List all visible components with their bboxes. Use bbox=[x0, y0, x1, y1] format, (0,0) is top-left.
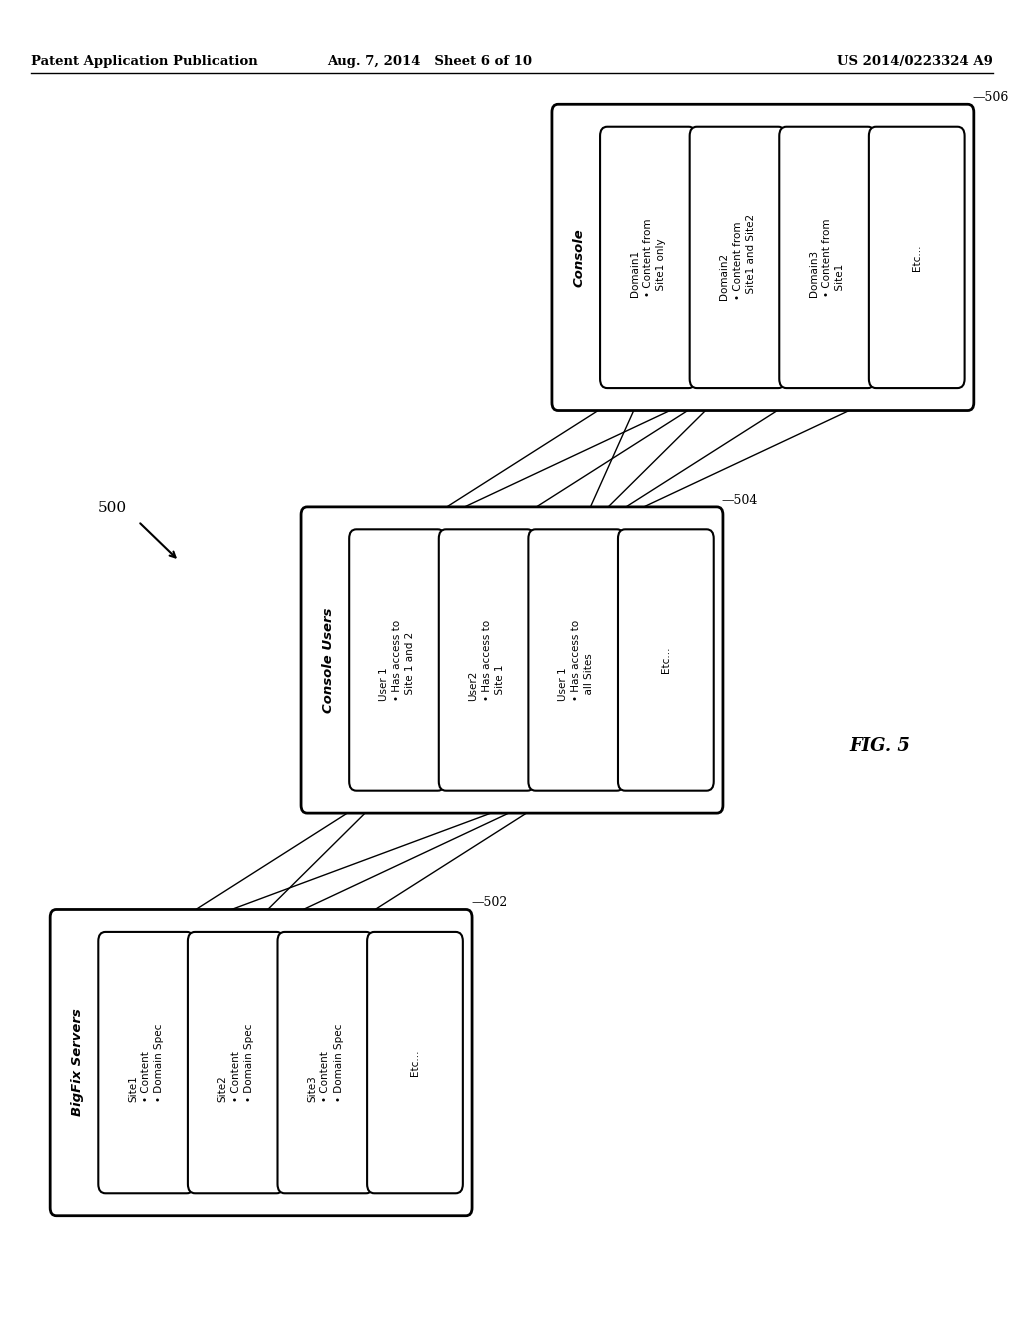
Text: Etc...: Etc... bbox=[410, 1049, 420, 1076]
Text: 500: 500 bbox=[98, 502, 127, 515]
Text: —502: —502 bbox=[471, 896, 507, 909]
Text: Site3
• Content
• Domain Spec: Site3 • Content • Domain Spec bbox=[307, 1023, 344, 1102]
FancyBboxPatch shape bbox=[600, 127, 696, 388]
FancyBboxPatch shape bbox=[438, 529, 535, 791]
Text: Patent Application Publication: Patent Application Publication bbox=[31, 55, 257, 69]
FancyBboxPatch shape bbox=[868, 127, 965, 388]
Text: Site2
• Content
• Domain Spec: Site2 • Content • Domain Spec bbox=[217, 1023, 254, 1102]
Text: US 2014/0223324 A9: US 2014/0223324 A9 bbox=[838, 55, 993, 69]
Text: Domain1
• Content from
  Site1 only: Domain1 • Content from Site1 only bbox=[630, 218, 667, 297]
FancyBboxPatch shape bbox=[278, 932, 373, 1193]
FancyBboxPatch shape bbox=[188, 932, 284, 1193]
FancyBboxPatch shape bbox=[50, 909, 472, 1216]
FancyBboxPatch shape bbox=[552, 104, 974, 411]
FancyBboxPatch shape bbox=[367, 932, 463, 1193]
FancyBboxPatch shape bbox=[528, 529, 624, 791]
FancyBboxPatch shape bbox=[98, 932, 195, 1193]
Text: Console Users: Console Users bbox=[323, 607, 335, 713]
Text: Etc...: Etc... bbox=[911, 244, 922, 271]
Text: FIG. 5: FIG. 5 bbox=[850, 737, 910, 755]
Text: User2
• Has access to
  Site 1: User2 • Has access to Site 1 bbox=[468, 619, 505, 701]
Text: Domain2
• Content from
  Site1 and Site2: Domain2 • Content from Site1 and Site2 bbox=[719, 214, 756, 301]
Text: Site1
• Content
• Domain Spec: Site1 • Content • Domain Spec bbox=[128, 1023, 165, 1102]
Text: User 1
• Has access to
  Site 1 and 2: User 1 • Has access to Site 1 and 2 bbox=[379, 619, 416, 701]
FancyBboxPatch shape bbox=[617, 529, 714, 791]
Text: —506: —506 bbox=[973, 91, 1010, 104]
FancyBboxPatch shape bbox=[779, 127, 874, 388]
Text: BigFix Servers: BigFix Servers bbox=[72, 1008, 84, 1117]
FancyBboxPatch shape bbox=[349, 529, 444, 791]
Text: Aug. 7, 2014   Sheet 6 of 10: Aug. 7, 2014 Sheet 6 of 10 bbox=[328, 55, 532, 69]
Text: Console: Console bbox=[573, 228, 586, 286]
FancyBboxPatch shape bbox=[690, 127, 785, 388]
Text: Etc...: Etc... bbox=[660, 647, 671, 673]
FancyBboxPatch shape bbox=[301, 507, 723, 813]
Text: Domain3
• Content from
  Site1: Domain3 • Content from Site1 bbox=[809, 218, 846, 297]
Text: User 1
• Has access to
  all Sites: User 1 • Has access to all Sites bbox=[558, 619, 595, 701]
Text: —504: —504 bbox=[722, 494, 759, 507]
